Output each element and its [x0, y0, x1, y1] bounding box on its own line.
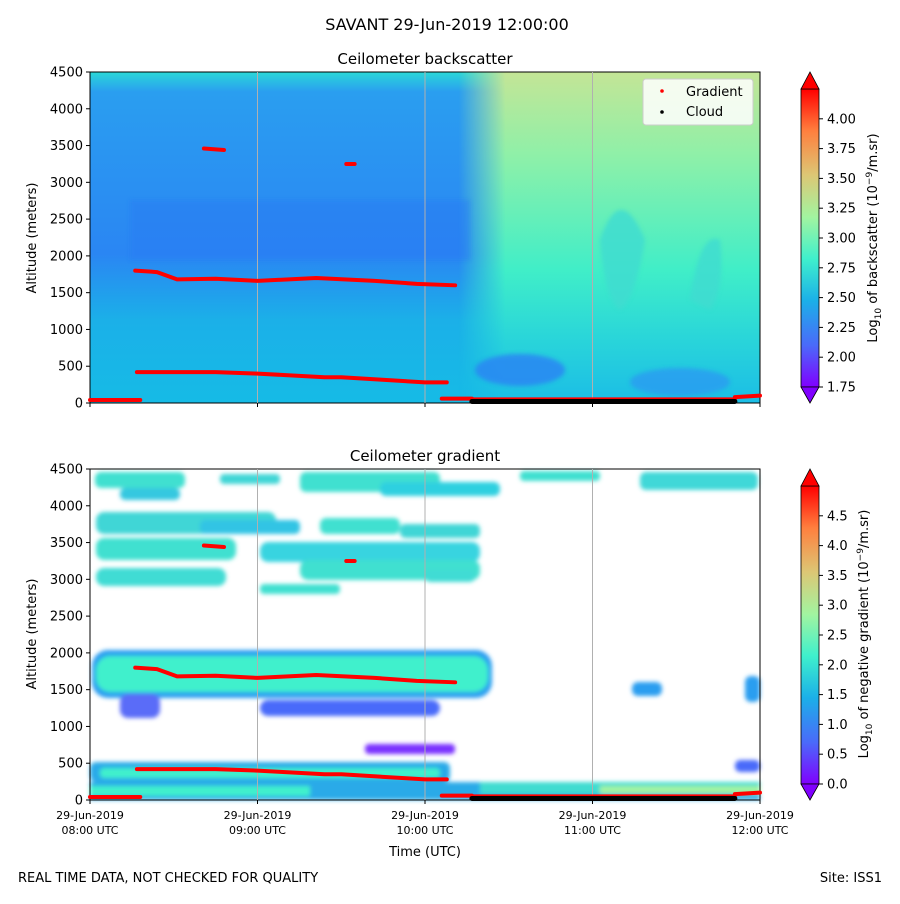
colorbar-tick-label: 3.5	[827, 569, 848, 584]
legend-cloud-marker	[660, 110, 664, 114]
y-tick-label: 3000	[50, 176, 83, 191]
gradient-trace	[133, 665, 458, 685]
backscatter-series	[88, 146, 762, 405]
colorbar-tick-label: 2.0	[827, 658, 848, 673]
backscatter-colorbar: 1.75 2.00 2.25 2.50 2.75 3.00 3.25 3.50 3.75 4.00…	[800, 71, 884, 404]
gradient-trace	[201, 543, 226, 549]
gradient-trace	[134, 370, 449, 385]
legend: Gradient Cloud	[642, 78, 754, 126]
gradient-colorbar-body	[800, 485, 820, 785]
legend-cloud-label: Cloud	[686, 105, 723, 120]
x-tick-label-time: 10:00 UTC	[396, 824, 453, 837]
y-tick-label: 2500	[50, 610, 83, 625]
x-axis-label: Time (UTC)	[388, 845, 461, 860]
colorbar-tick-label: 1.5	[827, 688, 848, 703]
gradient-colorbar: 0.0 0.5 1.0 1.5 2.0 2.5 3.0 3.5 4.0 4.5 Log10 of …	[800, 468, 875, 801]
y-tick-label: 0	[75, 794, 83, 809]
colorbar-tick-label: 2.5	[827, 629, 848, 644]
colorbar-tick-label: 3.00	[827, 232, 856, 247]
gradient-trace	[133, 268, 458, 288]
y-tick-label: 500	[58, 757, 83, 772]
y-tick-label: 4500	[50, 463, 83, 478]
x-tick-label-time: 12:00 UTC	[731, 824, 788, 837]
colorbar-tick-label: 4.0	[827, 539, 848, 554]
backscatter-title: Ceilometer backscatter	[337, 50, 513, 68]
colorbar-tick-label: 0.0	[827, 778, 848, 793]
colorbar-tick-label: 0.5	[827, 748, 848, 763]
y-tick-label: 1500	[50, 683, 83, 698]
backscatter-y-ticks: 0 500 1000 1500 2000 2500 3000 3500 4000 4500	[50, 66, 90, 412]
y-tick-label: 0	[75, 397, 83, 412]
legend-gradient-label: Gradient	[686, 85, 743, 100]
x-tick-label-date: 29-Jun-2019	[726, 809, 794, 822]
footer-site: Site: ISS1	[820, 871, 882, 886]
backscatter-colorbar-ticks: 1.75 2.00 2.25 2.50 2.75 3.00 3.25 3.50 3.75 4.00	[819, 112, 856, 396]
x-tick-label-time: 09:00 UTC	[229, 824, 286, 837]
y-tick-label: 4500	[50, 66, 83, 81]
colorbar-tick-label: 1.75	[827, 381, 856, 396]
backscatter-grid	[257, 72, 593, 403]
gradient-y-ticks: 0 500 1000 1500 2000 2500 3000 3500 4000 4500	[50, 463, 90, 809]
colorbar-tick-label: 3.75	[827, 142, 856, 157]
footer-quality-note: REAL TIME DATA, NOT CHECKED FOR QUALITY	[18, 871, 318, 886]
gradient-trace	[201, 146, 226, 152]
colorbar-tick-label: 1.0	[827, 718, 848, 733]
y-tick-label: 1000	[50, 720, 83, 735]
x-tick-label-time: 11:00 UTC	[564, 824, 621, 837]
y-tick-label: 500	[58, 360, 83, 375]
figure-title: SAVANT 29-Jun-2019 12:00:00	[325, 15, 569, 34]
y-tick-label: 1000	[50, 323, 83, 338]
gradient-panel: Ceilometer gradient	[25, 447, 875, 837]
backscatter-ylabel: Altitude (meters)	[25, 183, 40, 294]
legend-box	[642, 78, 754, 126]
legend-gradient-marker	[660, 89, 664, 93]
gradient-colorbar-ticks: 0.0 0.5 1.0 1.5 2.0 2.5 3.0 3.5 4.0 4.5	[819, 509, 848, 793]
colorbar-tick-label: 2.00	[827, 351, 856, 366]
y-tick-label: 3500	[50, 536, 83, 551]
x-tick-label-date: 29-Jun-2019	[56, 809, 124, 822]
gradient-colorbar-max-arrow	[800, 468, 820, 487]
y-tick-label: 1500	[50, 286, 83, 301]
y-tick-label: 2000	[50, 249, 83, 264]
gradient-x-ticks: 29-Jun-2019 08:00 UTC 29-Jun-2019 09:00 UTC…	[56, 800, 794, 837]
colorbar-tick-label: 3.50	[827, 172, 856, 187]
backscatter-colorbar-label: Log10 of backscatter (10−9/m.sr)	[865, 133, 884, 342]
x-tick-label-date: 29-Jun-2019	[391, 809, 459, 822]
backscatter-panel: Ceilometer backscatter 0 500 1000 1500 2000 2…	[25, 50, 884, 412]
gradient-series	[88, 543, 762, 802]
colorbar-tick-label: 4.00	[827, 112, 856, 127]
y-tick-label: 3500	[50, 139, 83, 154]
y-tick-label: 3000	[50, 573, 83, 588]
colorbar-tick-label: 4.5	[827, 509, 848, 524]
gradient-trace	[732, 393, 762, 400]
gradient-grid	[257, 469, 593, 800]
backscatter-colorbar-max-arrow	[800, 71, 820, 90]
gradient-trace	[134, 767, 449, 782]
colorbar-tick-label: 2.75	[827, 261, 856, 276]
x-tick-label-time: 08:00 UTC	[61, 824, 118, 837]
y-tick-label: 2500	[50, 213, 83, 228]
x-tick-label-date: 29-Jun-2019	[224, 809, 292, 822]
y-tick-label: 2000	[50, 646, 83, 661]
gradient-trace	[732, 790, 762, 797]
colorbar-tick-label: 2.25	[827, 321, 856, 336]
gradient-title: Ceilometer gradient	[350, 447, 500, 465]
x-tick-label-date: 29-Jun-2019	[559, 809, 627, 822]
colorbar-tick-label: 3.25	[827, 202, 856, 217]
colorbar-tick-label: 3.0	[827, 599, 848, 614]
backscatter-colorbar-body	[800, 88, 820, 388]
backscatter-colorbar-min-arrow	[800, 386, 820, 404]
gradient-colorbar-min-arrow	[800, 783, 820, 801]
y-tick-label: 4000	[50, 499, 83, 514]
y-tick-label: 4000	[50, 102, 83, 117]
colorbar-tick-label: 2.50	[827, 291, 856, 306]
gradient-ylabel: Altitude (meters)	[25, 579, 40, 690]
gradient-colorbar-label: Log10 of negative gradient (10−9/m.sr)	[856, 510, 875, 759]
